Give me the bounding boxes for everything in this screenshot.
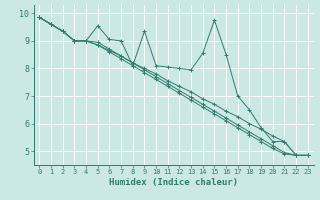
X-axis label: Humidex (Indice chaleur): Humidex (Indice chaleur) — [109, 178, 238, 187]
